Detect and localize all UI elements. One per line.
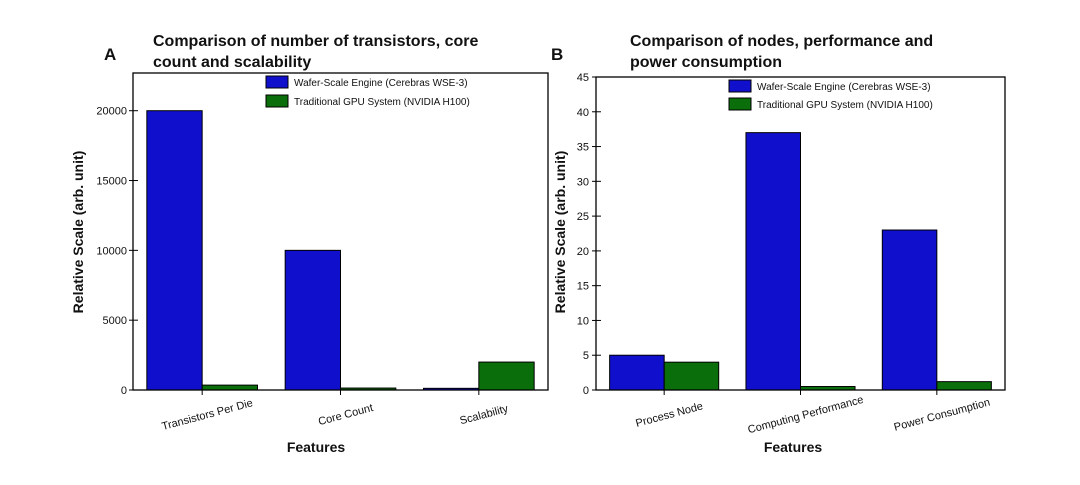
panel-b-letter: B: [551, 45, 563, 64]
panel-a-x-axis-label: Features: [287, 439, 346, 455]
panel-b-bar-gpu-0: [663, 361, 720, 391]
panel-a-y-tick-label-0: 0: [121, 385, 127, 397]
panel-a-legend-swatch-gpu: [265, 94, 289, 108]
panel-a-y-tick-label-1: 5000: [103, 315, 127, 327]
panel-a-y-tick-label-3: 15000: [96, 176, 127, 188]
panel-b-y-tick-label-5: 25: [577, 211, 589, 223]
panel-a-legend-swatch-wse: [265, 75, 289, 89]
panel-b-y-tick-label-9: 45: [577, 72, 589, 84]
panel-b-y-tick-label-3: 15: [577, 281, 589, 293]
panel-b-y-axis-label: Relative Scale (arb. unit): [552, 151, 568, 314]
panel-a-category-label-0: Transistors Per Die: [161, 397, 255, 433]
panel-a-title-line-1: Comparison of number of transistors, cor…: [153, 33, 478, 50]
panel-a-y-tick-label-2: 10000: [96, 245, 127, 257]
panel-b-category-label-1: Computing Performance: [747, 394, 865, 436]
panel-b-y-tick-label-7: 35: [577, 142, 589, 154]
panel-a-bar-wse-0: [146, 110, 203, 391]
panel-b-y-tick-label-2: 10: [577, 315, 589, 327]
panel-b-plot: Process Node Computing Performance Power C…: [577, 72, 1006, 436]
panel-b-title-line-2: power consumption: [630, 54, 782, 71]
panel-b-y-tick-label-8: 40: [577, 107, 589, 119]
panel-b-title-line-1: Comparison of nodes, performance and: [630, 33, 933, 50]
panel-a-bar-gpu-0: [201, 384, 259, 391]
panel-b-legend-label-wse: Wafer-Scale Engine (Cerebras WSE-3): [757, 82, 931, 93]
panel-a-y-axis-label: Relative Scale (arb. unit): [70, 151, 86, 314]
panel-b-y-tick-label-4: 20: [577, 246, 589, 258]
panel-b-y-tick-label-0: 0: [583, 385, 589, 397]
panel-b-bar-wse-2: [881, 229, 938, 391]
panel-b-category-label-0: Process Node: [634, 400, 704, 429]
panel-a-category-label-2: Scalability: [459, 403, 510, 428]
panel-b-axes-frame: [595, 76, 1006, 391]
panel-b-bar-wse-1: [745, 132, 802, 391]
panel-a-legend-label-gpu: Traditional GPU System (NVIDIA H100): [294, 97, 470, 108]
panel-b-y-tick-label-1: 5: [583, 350, 589, 362]
panel-b-y-tick-label-6: 30: [577, 176, 589, 188]
panel-b-bar-wse-0: [609, 354, 665, 391]
panel-a-axes-frame: [132, 72, 549, 391]
panel-b-legend-swatch-gpu: [728, 97, 752, 111]
panel-b-x-axis-label: Features: [764, 439, 823, 455]
panel-b-legend-label-gpu: Traditional GPU System (NVIDIA H100): [757, 100, 933, 111]
panel-a-y-tick-label-4: 20000: [96, 106, 127, 118]
panel-a-title-line-2: count and scalability: [153, 54, 311, 71]
panel-a-category-label-1: Core Count: [317, 402, 374, 428]
panel-b-bar-gpu-2: [936, 381, 992, 391]
panel-a-plot: Transistors Per Die Core Count Scalability…: [96, 72, 549, 433]
panel-a-bar-gpu-2: [478, 361, 535, 391]
panel-a-bar-wse-1: [284, 249, 341, 391]
panel-a-legend-label-wse: Wafer-Scale Engine (Cerebras WSE-3): [294, 78, 468, 89]
panel-b-legend-swatch-wse: [728, 79, 752, 93]
panel-b-category-label-2: Power Consumption: [893, 396, 992, 433]
panel-a-letter: A: [104, 45, 116, 64]
